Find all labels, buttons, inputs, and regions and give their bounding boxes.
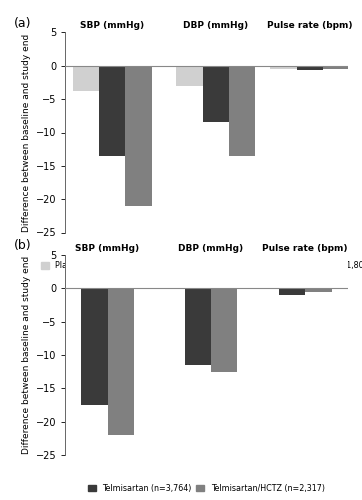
Bar: [73, 66, 99, 91]
Y-axis label: Difference between baseline and study end: Difference between baseline and study en…: [22, 34, 31, 232]
Bar: [211, 288, 237, 372]
Bar: [279, 288, 305, 295]
Bar: [176, 66, 203, 86]
Bar: [203, 66, 229, 122]
Bar: [229, 66, 255, 156]
Bar: [108, 288, 134, 435]
Text: Pulse rate (bpm): Pulse rate (bpm): [267, 22, 353, 30]
Text: SBP (mmHg): SBP (mmHg): [75, 244, 140, 253]
Text: (b): (b): [14, 239, 32, 252]
Bar: [297, 66, 323, 70]
Bar: [99, 66, 125, 156]
Text: SBP (mmHg): SBP (mmHg): [80, 22, 144, 30]
Bar: [185, 288, 211, 365]
Bar: [305, 288, 332, 292]
Text: (a): (a): [14, 16, 32, 30]
Bar: [270, 66, 297, 69]
Bar: [125, 66, 152, 206]
Text: DBP (mmHg): DBP (mmHg): [183, 22, 248, 30]
Bar: [323, 66, 349, 69]
Text: Pulse rate (bpm): Pulse rate (bpm): [262, 244, 348, 253]
Y-axis label: Difference between baseline and study end: Difference between baseline and study en…: [22, 256, 31, 454]
Legend: Telmisartan (n=3,764), Telmisartan/HCTZ (n=2,317): Telmisartan (n=3,764), Telmisartan/HCTZ …: [87, 483, 326, 494]
Bar: [81, 288, 108, 405]
Legend: Placebo (n=1,130), Telmisartan (n=3,943), Telmisartan/HCTZ (n=1,805): Placebo (n=1,130), Telmisartan (n=3,943)…: [40, 260, 362, 271]
Text: DBP (mmHg): DBP (mmHg): [178, 244, 244, 253]
